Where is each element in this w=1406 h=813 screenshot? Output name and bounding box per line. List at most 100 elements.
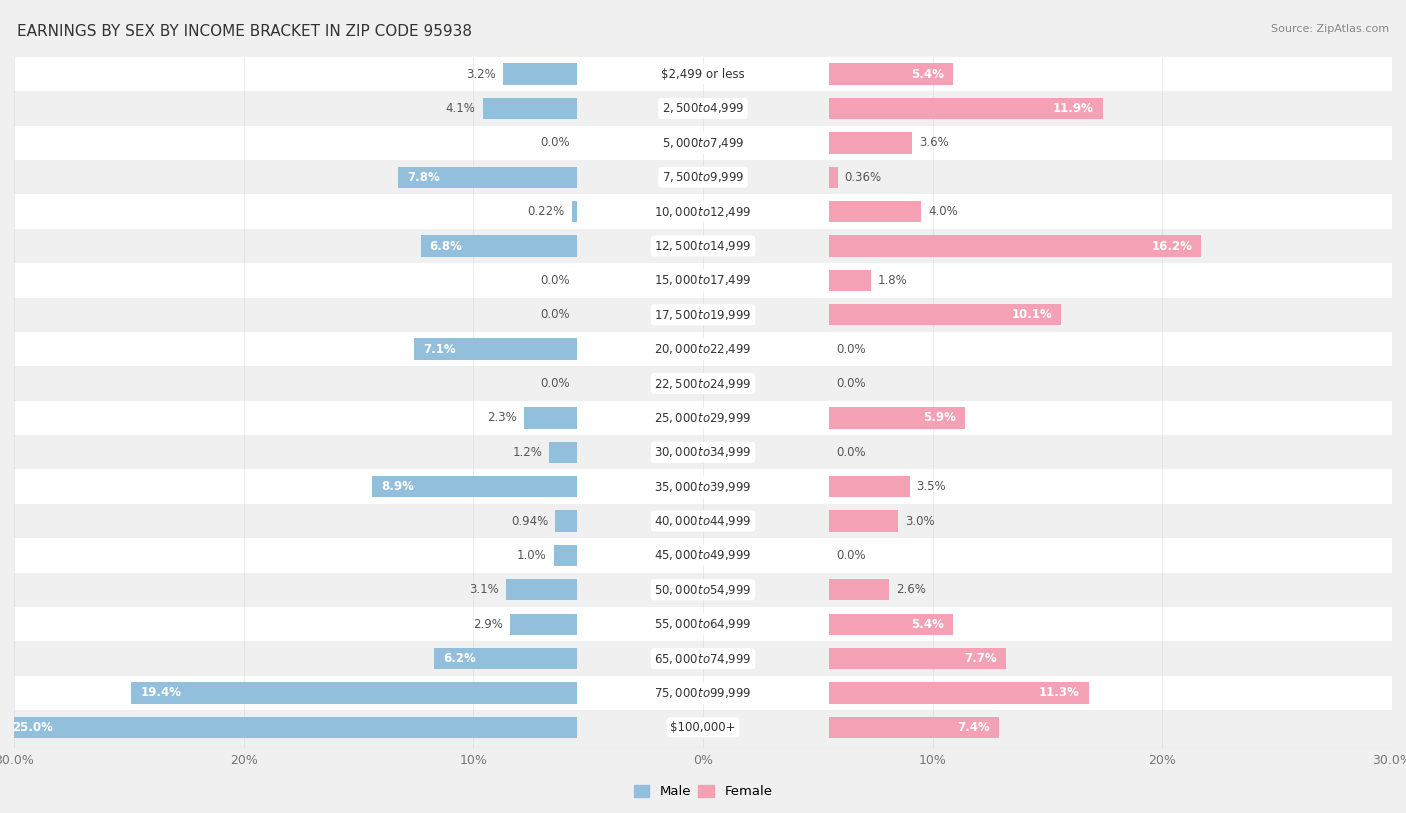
- Text: $2,499 or less: $2,499 or less: [661, 67, 745, 80]
- Bar: [830, 304, 1062, 325]
- Text: 2.6%: 2.6%: [896, 583, 925, 596]
- Text: $20,000 to $22,499: $20,000 to $22,499: [654, 342, 752, 356]
- Text: $75,000 to $99,999: $75,000 to $99,999: [654, 686, 752, 700]
- Bar: [830, 235, 1201, 257]
- Text: 4.1%: 4.1%: [446, 102, 475, 115]
- Text: $17,500 to $19,999: $17,500 to $19,999: [654, 308, 752, 322]
- Bar: [830, 476, 910, 498]
- Bar: [14, 435, 1392, 469]
- Text: 6.2%: 6.2%: [443, 652, 477, 665]
- Bar: [510, 614, 576, 635]
- Text: 4.0%: 4.0%: [928, 205, 957, 218]
- Bar: [830, 98, 1102, 120]
- Text: 0.0%: 0.0%: [540, 274, 569, 287]
- Text: 3.5%: 3.5%: [917, 480, 946, 493]
- Bar: [14, 538, 1392, 572]
- Bar: [14, 194, 1392, 228]
- Text: 8.9%: 8.9%: [381, 480, 415, 493]
- Bar: [830, 614, 953, 635]
- Text: 0.0%: 0.0%: [540, 137, 569, 150]
- Text: $40,000 to $44,999: $40,000 to $44,999: [654, 514, 752, 528]
- Text: $65,000 to $74,999: $65,000 to $74,999: [654, 651, 752, 666]
- Bar: [398, 167, 576, 188]
- Text: 0.0%: 0.0%: [837, 342, 866, 355]
- Text: 2.9%: 2.9%: [474, 618, 503, 631]
- Text: 6.8%: 6.8%: [430, 240, 463, 253]
- Text: $35,000 to $39,999: $35,000 to $39,999: [654, 480, 752, 493]
- Text: 0.0%: 0.0%: [540, 308, 569, 321]
- Text: 1.2%: 1.2%: [512, 446, 543, 459]
- Text: 25.0%: 25.0%: [11, 721, 52, 734]
- Text: $22,500 to $24,999: $22,500 to $24,999: [654, 376, 752, 390]
- Bar: [14, 160, 1392, 194]
- Text: 19.4%: 19.4%: [141, 686, 181, 699]
- Text: 0.36%: 0.36%: [845, 171, 882, 184]
- Text: 11.3%: 11.3%: [1039, 686, 1080, 699]
- Text: $55,000 to $64,999: $55,000 to $64,999: [654, 617, 752, 631]
- Text: $15,000 to $17,499: $15,000 to $17,499: [654, 273, 752, 287]
- Text: $45,000 to $49,999: $45,000 to $49,999: [654, 549, 752, 563]
- Bar: [830, 201, 921, 222]
- Bar: [482, 98, 576, 120]
- Text: 1.8%: 1.8%: [877, 274, 907, 287]
- Bar: [14, 401, 1392, 435]
- Bar: [572, 201, 576, 222]
- Bar: [554, 545, 576, 566]
- Bar: [830, 648, 1007, 669]
- Text: $25,000 to $29,999: $25,000 to $29,999: [654, 411, 752, 425]
- Text: $100,000+: $100,000+: [671, 721, 735, 734]
- Text: 0.94%: 0.94%: [510, 515, 548, 528]
- Text: 5.9%: 5.9%: [922, 411, 956, 424]
- Text: 3.1%: 3.1%: [468, 583, 499, 596]
- Bar: [131, 682, 576, 703]
- Text: $50,000 to $54,999: $50,000 to $54,999: [654, 583, 752, 597]
- Text: $10,000 to $12,499: $10,000 to $12,499: [654, 205, 752, 219]
- Text: 3.6%: 3.6%: [920, 137, 949, 150]
- Text: 7.1%: 7.1%: [423, 342, 456, 355]
- Bar: [14, 710, 1392, 745]
- Legend: Male, Female: Male, Female: [628, 780, 778, 803]
- Bar: [14, 469, 1392, 504]
- Text: 3.0%: 3.0%: [905, 515, 935, 528]
- Text: 0.0%: 0.0%: [837, 549, 866, 562]
- Bar: [14, 57, 1392, 91]
- Text: 3.2%: 3.2%: [467, 67, 496, 80]
- Bar: [524, 407, 576, 428]
- Text: 11.9%: 11.9%: [1053, 102, 1094, 115]
- Text: 16.2%: 16.2%: [1152, 240, 1192, 253]
- Bar: [14, 332, 1392, 367]
- Text: 10.1%: 10.1%: [1011, 308, 1052, 321]
- Bar: [830, 133, 912, 154]
- Bar: [503, 63, 576, 85]
- Text: 7.4%: 7.4%: [957, 721, 990, 734]
- Text: 0.0%: 0.0%: [540, 377, 569, 390]
- Text: 0.0%: 0.0%: [837, 446, 866, 459]
- Bar: [14, 676, 1392, 710]
- Bar: [830, 407, 965, 428]
- Bar: [420, 235, 576, 257]
- Text: 7.7%: 7.7%: [965, 652, 997, 665]
- Text: 5.4%: 5.4%: [911, 618, 945, 631]
- Bar: [413, 338, 576, 360]
- Bar: [830, 579, 889, 601]
- Text: Source: ZipAtlas.com: Source: ZipAtlas.com: [1271, 24, 1389, 34]
- Bar: [14, 572, 1392, 607]
- Text: $2,500 to $4,999: $2,500 to $4,999: [662, 102, 744, 115]
- Bar: [506, 579, 576, 601]
- Bar: [555, 511, 576, 532]
- Bar: [14, 367, 1392, 401]
- Bar: [830, 63, 953, 85]
- Text: EARNINGS BY SEX BY INCOME BRACKET IN ZIP CODE 95938: EARNINGS BY SEX BY INCOME BRACKET IN ZIP…: [17, 24, 472, 39]
- Text: $5,000 to $7,499: $5,000 to $7,499: [662, 136, 744, 150]
- Text: 2.3%: 2.3%: [488, 411, 517, 424]
- Text: 5.4%: 5.4%: [911, 67, 945, 80]
- Bar: [14, 641, 1392, 676]
- Text: $12,500 to $14,999: $12,500 to $14,999: [654, 239, 752, 253]
- Text: $30,000 to $34,999: $30,000 to $34,999: [654, 446, 752, 459]
- Bar: [14, 607, 1392, 641]
- Bar: [14, 91, 1392, 126]
- Bar: [14, 228, 1392, 263]
- Bar: [3, 717, 576, 738]
- Bar: [14, 263, 1392, 298]
- Bar: [830, 511, 898, 532]
